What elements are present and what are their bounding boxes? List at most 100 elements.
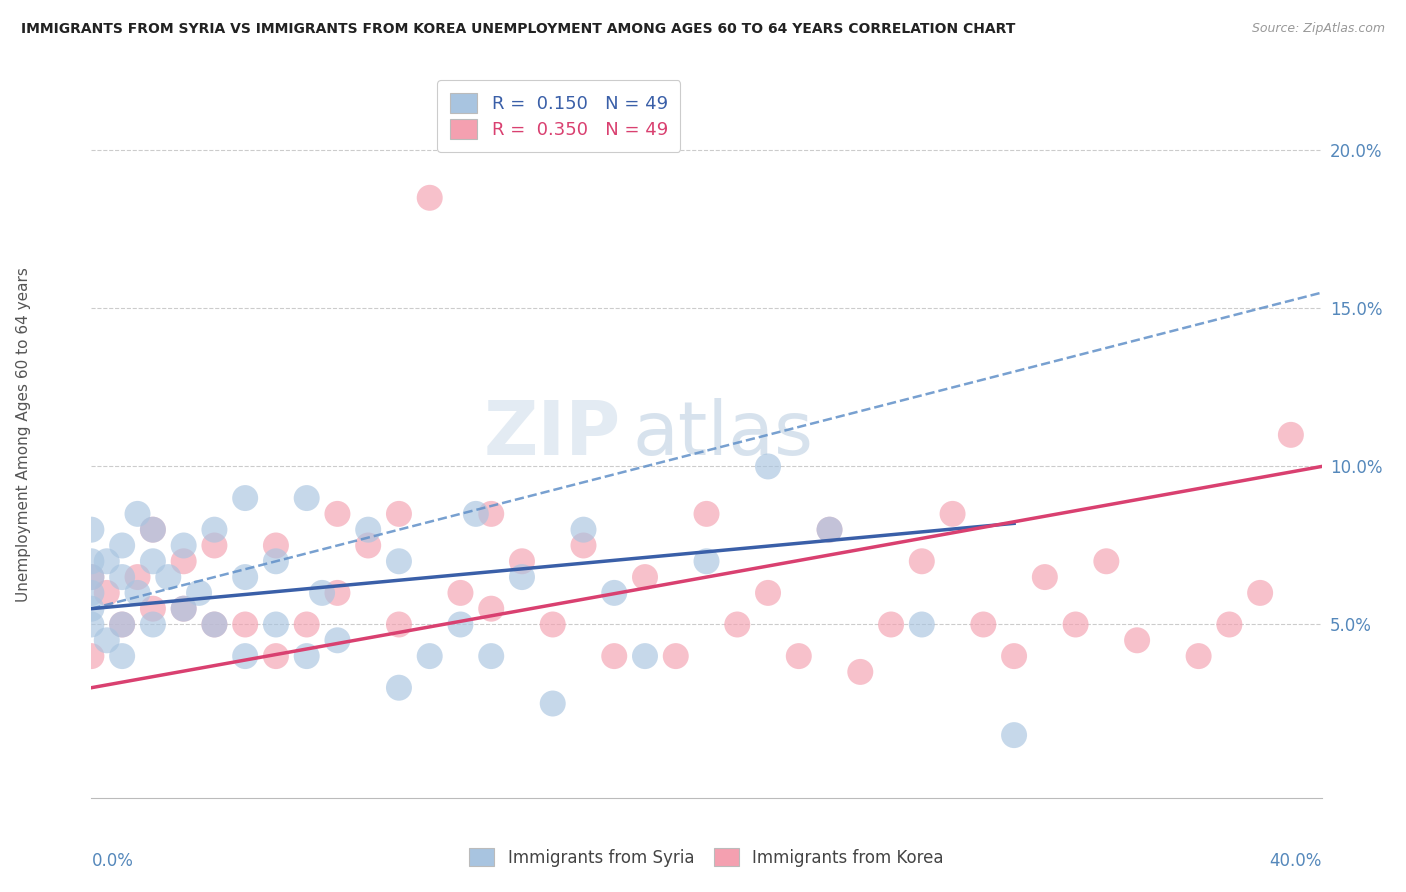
Point xyxy=(449,617,471,632)
Point xyxy=(142,523,165,537)
Point xyxy=(233,570,256,584)
Point xyxy=(541,617,564,632)
Point xyxy=(80,601,103,615)
Point xyxy=(326,586,349,600)
Point xyxy=(80,617,103,632)
Point xyxy=(127,586,149,600)
Point xyxy=(1187,649,1209,664)
Point xyxy=(942,507,965,521)
Text: Source: ZipAtlas.com: Source: ZipAtlas.com xyxy=(1251,22,1385,36)
Point xyxy=(357,523,380,537)
Point xyxy=(725,617,748,632)
Point xyxy=(80,586,103,600)
Point xyxy=(295,649,318,664)
Text: 0.0%: 0.0% xyxy=(91,852,134,870)
Point xyxy=(911,554,934,568)
Point xyxy=(127,570,149,584)
Point xyxy=(510,570,533,584)
Text: IMMIGRANTS FROM SYRIA VS IMMIGRANTS FROM KOREA UNEMPLOYMENT AMONG AGES 60 TO 64 : IMMIGRANTS FROM SYRIA VS IMMIGRANTS FROM… xyxy=(21,22,1015,37)
Point xyxy=(96,586,118,600)
Point xyxy=(80,570,103,584)
Point xyxy=(264,539,287,553)
Point xyxy=(634,649,657,664)
Point xyxy=(419,649,441,664)
Point xyxy=(972,617,994,632)
Point xyxy=(111,539,134,553)
Point xyxy=(142,554,165,568)
Point xyxy=(1002,649,1025,664)
Text: ZIP: ZIP xyxy=(484,399,620,471)
Point xyxy=(142,617,165,632)
Point xyxy=(295,491,318,505)
Point xyxy=(173,601,195,615)
Point xyxy=(127,507,149,521)
Point xyxy=(818,523,841,537)
Point xyxy=(479,507,502,521)
Point xyxy=(1095,554,1118,568)
Point xyxy=(603,586,626,600)
Point xyxy=(849,665,872,679)
Point xyxy=(1126,633,1149,648)
Point xyxy=(1279,428,1302,442)
Point xyxy=(696,554,718,568)
Point xyxy=(80,554,103,568)
Point xyxy=(818,523,841,537)
Point xyxy=(787,649,810,664)
Point xyxy=(756,459,779,474)
Text: atlas: atlas xyxy=(633,399,814,471)
Point xyxy=(202,523,225,537)
Point xyxy=(572,539,595,553)
Point xyxy=(479,601,502,615)
Point xyxy=(80,649,103,664)
Text: 40.0%: 40.0% xyxy=(1270,852,1322,870)
Point xyxy=(264,554,287,568)
Point xyxy=(295,617,318,632)
Point xyxy=(449,586,471,600)
Point xyxy=(233,649,256,664)
Point xyxy=(264,649,287,664)
Point xyxy=(142,601,165,615)
Point xyxy=(142,523,165,537)
Point xyxy=(510,554,533,568)
Point xyxy=(173,601,195,615)
Point xyxy=(479,649,502,664)
Point xyxy=(202,617,225,632)
Point xyxy=(96,554,118,568)
Point xyxy=(880,617,903,632)
Point xyxy=(388,617,411,632)
Point xyxy=(111,570,134,584)
Point xyxy=(388,507,411,521)
Point xyxy=(1064,617,1087,632)
Point xyxy=(202,539,225,553)
Point xyxy=(388,681,411,695)
Point xyxy=(202,617,225,632)
Point xyxy=(1033,570,1056,584)
Text: Unemployment Among Ages 60 to 64 years: Unemployment Among Ages 60 to 64 years xyxy=(17,268,31,602)
Point xyxy=(96,633,118,648)
Point xyxy=(603,649,626,664)
Point xyxy=(696,507,718,521)
Point xyxy=(665,649,688,664)
Point xyxy=(173,539,195,553)
Point xyxy=(80,523,103,537)
Point xyxy=(1249,586,1271,600)
Point xyxy=(326,507,349,521)
Point xyxy=(80,570,103,584)
Point xyxy=(111,617,134,632)
Point xyxy=(311,586,333,600)
Point xyxy=(233,491,256,505)
Point xyxy=(388,554,411,568)
Point xyxy=(233,617,256,632)
Point xyxy=(541,697,564,711)
Point xyxy=(111,617,134,632)
Legend: Immigrants from Syria, Immigrants from Korea: Immigrants from Syria, Immigrants from K… xyxy=(463,842,950,873)
Point xyxy=(173,554,195,568)
Point xyxy=(326,633,349,648)
Point xyxy=(111,649,134,664)
Point xyxy=(357,539,380,553)
Point xyxy=(572,523,595,537)
Point xyxy=(188,586,211,600)
Point xyxy=(157,570,180,584)
Point xyxy=(264,617,287,632)
Point xyxy=(634,570,657,584)
